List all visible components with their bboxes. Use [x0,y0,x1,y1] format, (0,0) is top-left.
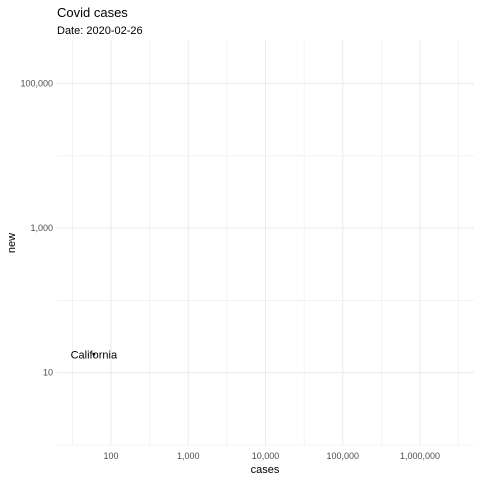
x-tick-label: 1,000 [177,451,200,461]
chart-subtitle: Date: 2020-02-26 [57,25,143,37]
major-gridlines [57,40,474,445]
x-tick-label: 100,000 [326,451,359,461]
data-point-label: California [71,349,118,361]
x-axis-title: cases [251,464,280,476]
y-axis-title: new [6,233,18,253]
chart-title: Covid cases [57,5,128,20]
x-tick-label: 1,000,000 [400,451,440,461]
data-points: California [71,349,118,361]
y-axis-ticks: 10 1,000 100,000 [20,79,53,378]
x-tick-label: 100 [103,451,118,461]
y-tick-label: 10 [43,368,53,378]
y-tick-label: 1,000 [30,223,53,233]
x-axis-ticks: 100 1,000 10,000 100,000 1,000,000 [103,451,440,461]
data-point [92,352,96,356]
y-tick-label: 100,000 [20,79,53,89]
x-tick-label: 10,000 [252,451,280,461]
